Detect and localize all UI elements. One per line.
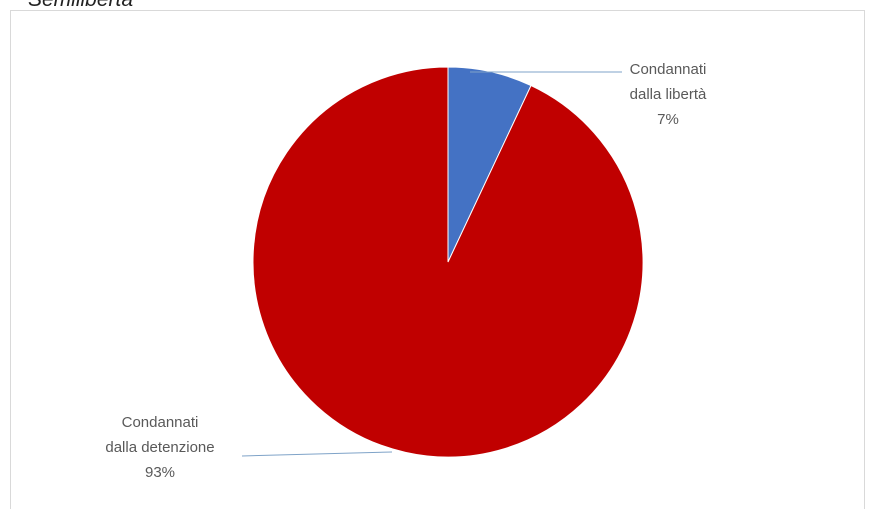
slice-percent-liberta: 7% [657,111,679,128]
chart-caption: Semilibertà [28,0,133,12]
slice-label-detenzione-line1: Condannati [122,414,199,431]
slice-label-liberta-line1: Condannati [630,61,707,78]
pie-slices [252,66,644,458]
label-group-detenzione: Condannati dalla detenzione 93% [105,414,214,481]
slice-label-detenzione-line2: dalla detenzione [105,439,214,456]
label-group-liberta: Condannati dalla libertà 7% [630,61,707,128]
slice-label-liberta-line2: dalla libertà [630,86,707,103]
slice-percent-detenzione: 93% [145,464,175,481]
leader-line-detenzione [241,451,393,457]
leader-lines [241,71,622,457]
pie-slice-detenzione [252,66,644,458]
